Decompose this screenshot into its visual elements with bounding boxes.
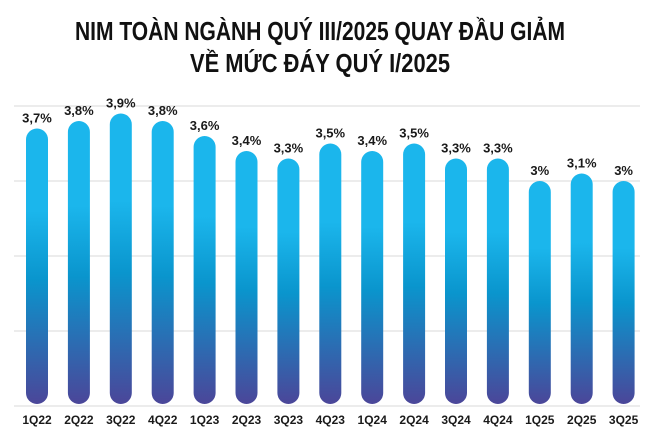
bar-4Q22: [151, 121, 174, 404]
category-label-3Q23: 3Q23: [274, 413, 304, 427]
data-label-4Q23: 3,5%: [315, 126, 345, 141]
category-label-3Q22: 3Q22: [106, 413, 136, 427]
bar-4Q24: [486, 158, 509, 404]
bar-3Q22: [109, 113, 132, 404]
data-label-2Q24: 3,5%: [399, 126, 429, 141]
bar-3Q23: [277, 158, 300, 404]
category-label-1Q23: 1Q23: [190, 413, 220, 427]
bar-1Q23: [193, 136, 216, 404]
category-label-1Q24: 1Q24: [358, 413, 388, 427]
data-label-4Q24: 3,3%: [483, 141, 513, 156]
category-label-2Q25: 2Q25: [567, 413, 597, 427]
bar-3Q25: [612, 181, 635, 404]
category-label-3Q25: 3Q25: [609, 413, 639, 427]
bar-2Q23: [235, 151, 258, 404]
category-labels: 1Q22 2Q22 3Q22 4Q22 1Q23 2Q23 3Q23 4Q23 1Q24 2Q24…: [22, 413, 638, 427]
category-label-1Q22: 1Q22: [22, 413, 52, 427]
chart-title-line-1: NIM TOÀN NGÀNH QUÝ III/2025 QUAY ĐẦU GIẢ…: [75, 16, 565, 46]
category-label-2Q22: 2Q22: [64, 413, 94, 427]
bar-4Q23: [319, 143, 342, 404]
bar-1Q24: [361, 151, 384, 404]
data-label-3Q24: 3,3%: [441, 141, 471, 156]
data-labels: 3,7% 3,8% 3,9% 3,8% 3,6% 3,4% 3,3% 3,5% 3,4% 3,5%…: [22, 96, 633, 179]
bar-3Q24: [445, 158, 467, 404]
data-label-2Q23: 3,4%: [232, 133, 262, 148]
category-label-1Q25: 1Q25: [525, 413, 555, 427]
data-label-2Q22: 3,8%: [64, 103, 94, 118]
category-label-4Q22: 4Q22: [148, 413, 178, 427]
category-label-4Q23: 4Q23: [316, 413, 346, 427]
category-label-4Q24: 4Q24: [483, 413, 513, 427]
bar-2Q22: [67, 121, 90, 404]
data-label-3Q23: 3,3%: [274, 141, 304, 156]
bar-1Q25: [528, 181, 551, 404]
bar-2Q24: [403, 143, 426, 404]
data-label-1Q25: 3%: [530, 163, 549, 178]
bars: [26, 113, 635, 404]
data-label-1Q23: 3,6%: [190, 118, 220, 133]
chart-title-line-2: VỀ MỨC ĐÁY QUÝ I/2025: [190, 48, 450, 78]
category-label-3Q24: 3Q24: [441, 413, 471, 427]
data-label-3Q25: 3%: [614, 163, 633, 178]
data-label-1Q24: 3,4%: [357, 133, 387, 148]
bar-1Q22: [26, 128, 48, 404]
data-label-2Q25: 3,1%: [567, 156, 597, 171]
bar-2Q25: [570, 173, 593, 404]
category-label-2Q24: 2Q24: [399, 413, 429, 427]
data-label-1Q22: 3,7%: [22, 111, 52, 126]
category-label-2Q23: 2Q23: [232, 413, 262, 427]
data-label-3Q22: 3,9%: [106, 96, 136, 111]
data-label-4Q22: 3,8%: [148, 103, 178, 118]
